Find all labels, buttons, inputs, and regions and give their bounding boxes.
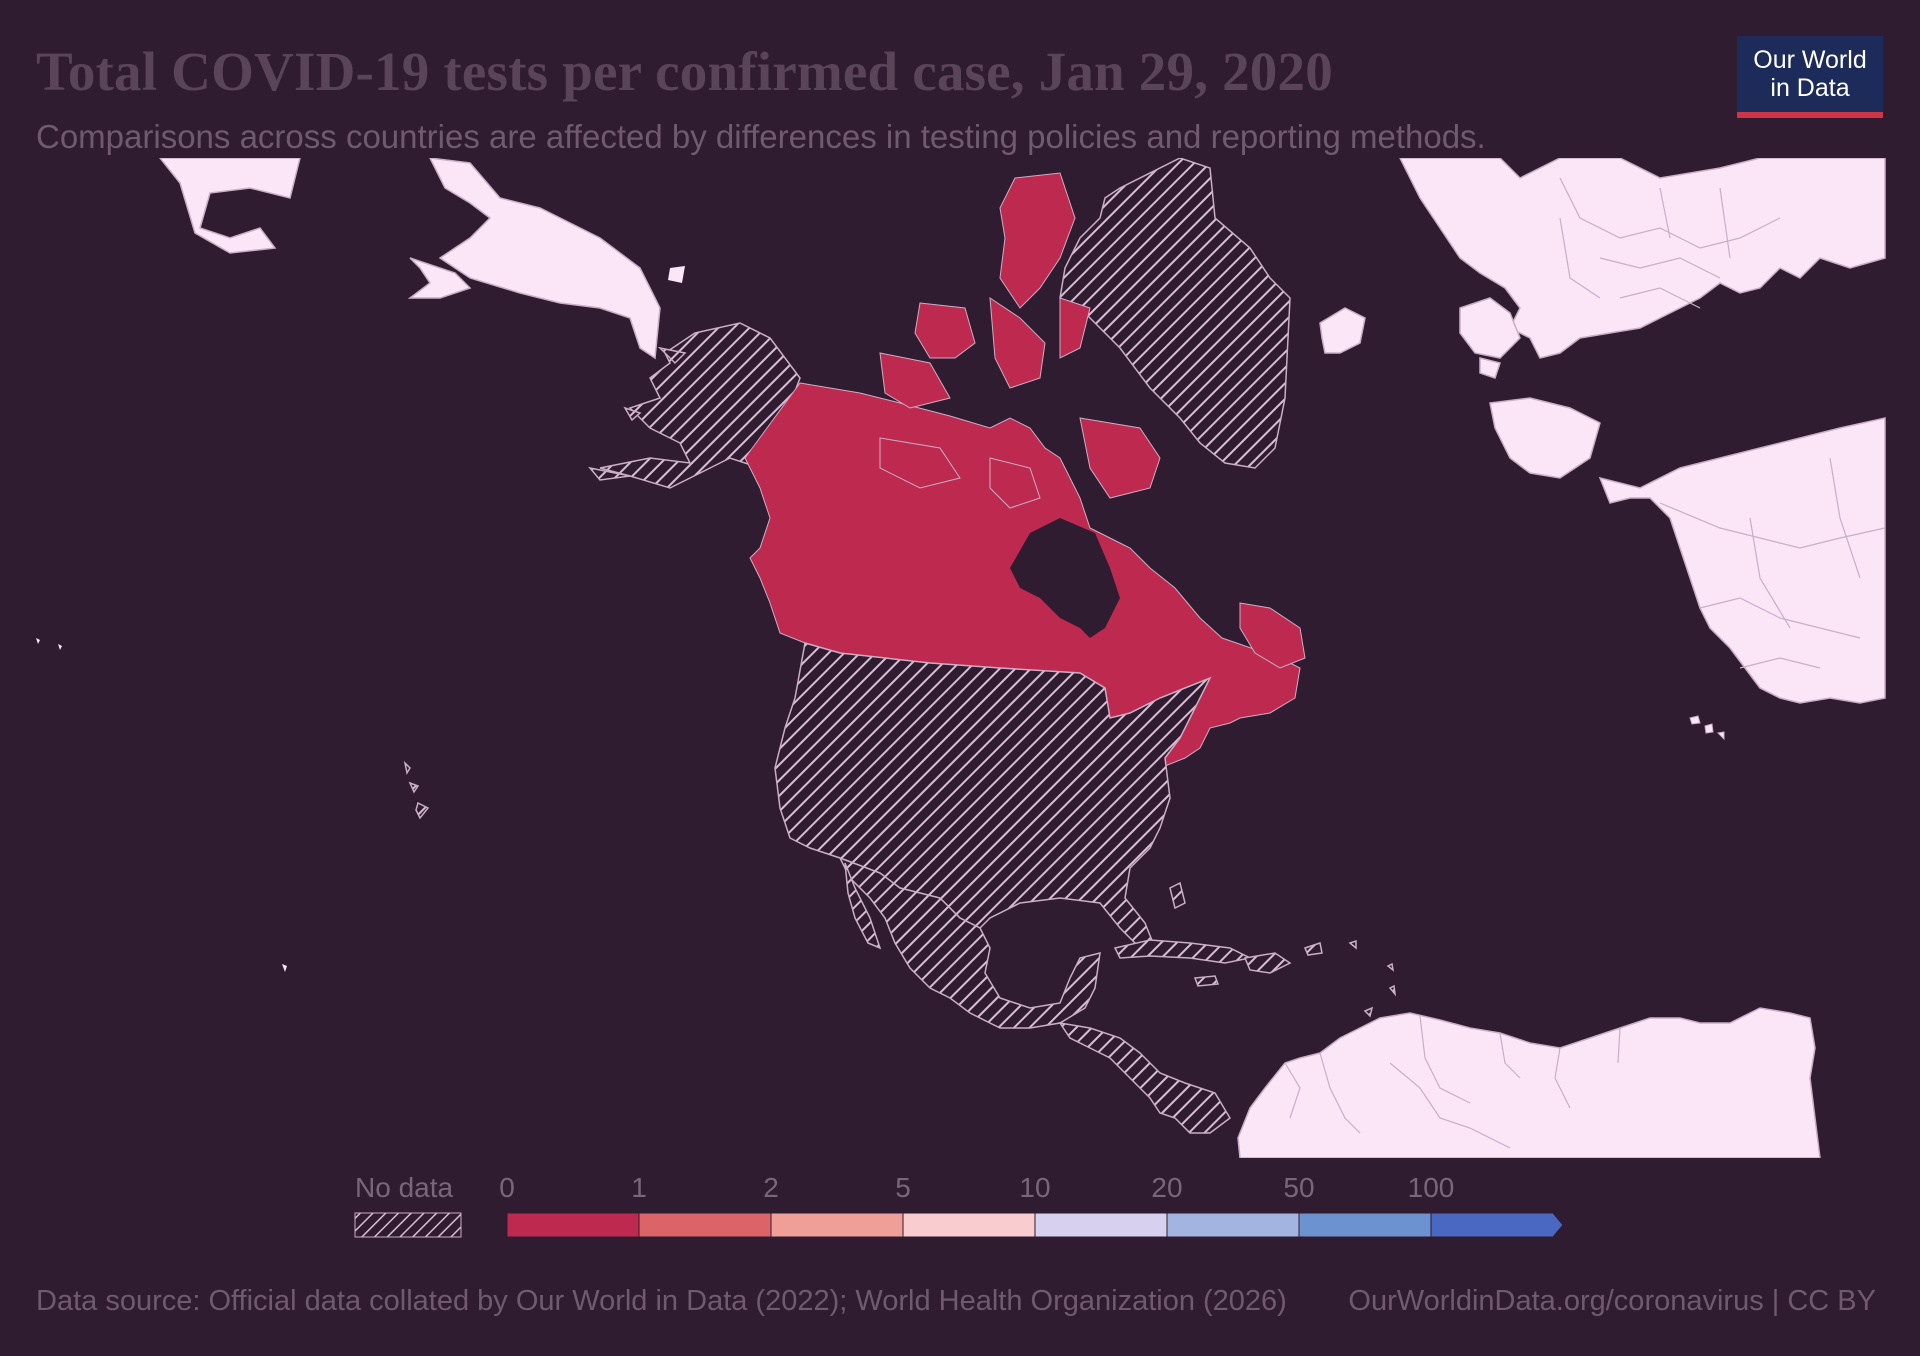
region-newfoundland[interactable] (1239, 602, 1306, 669)
legend-tick-label: 2 (763, 1172, 779, 1203)
legend-tick-label: 10 (1019, 1172, 1050, 1203)
map-legend: No data 0 1 2 5 10 20 50 100 (0, 1165, 1920, 1245)
owid-logo[interactable]: Our World in Data (1737, 36, 1883, 118)
region-arctic-archipelago[interactable] (879, 172, 1161, 509)
legend-bin-2[interactable] (770, 1212, 904, 1238)
region-central-america[interactable] (1058, 1021, 1231, 1134)
legend-tick-label: 1 (631, 1172, 647, 1203)
choropleth-map[interactable] (0, 158, 1920, 1158)
region-kamchatka-tip[interactable] (407, 257, 472, 299)
legend-bins (506, 1212, 1564, 1238)
region-siberia[interactable] (159, 158, 301, 254)
region-europe-north[interactable] (1399, 158, 1886, 359)
legend-no-data-swatch[interactable] (354, 1212, 462, 1238)
region-cuba[interactable] (1113, 939, 1253, 964)
chart-subtitle: Comparisons across countries are affecte… (36, 118, 1486, 155)
logo-line-2: in Data (1770, 74, 1850, 102)
region-chukotka[interactable] (429, 158, 661, 360)
region-south-america-borders (1284, 1015, 1621, 1149)
legend-bin-0[interactable] (506, 1212, 640, 1238)
legend-tick-label: 0 (499, 1172, 515, 1203)
legend-tick-label: 100 (1408, 1172, 1455, 1203)
region-canada[interactable] (744, 382, 1301, 800)
region-hispaniola[interactable] (1243, 952, 1292, 974)
region-iberia[interactable] (1489, 397, 1601, 479)
chart-title: Total COVID-19 tests per confirmed case,… (36, 41, 1333, 102)
region-lesser-antilles[interactable] (1348, 939, 1397, 1018)
region-south-america[interactable] (1237, 1007, 1821, 1158)
region-mexico[interactable] (838, 856, 1101, 1029)
legend-tick-label: 5 (895, 1172, 911, 1203)
region-canary-islands[interactable] (1689, 715, 1725, 741)
legend-bin-5[interactable] (1166, 1212, 1300, 1238)
map-svg (36, 158, 1886, 1158)
region-africa-borders (1659, 457, 1886, 669)
region-uk[interactable] (1459, 297, 1521, 379)
legend-tick-label: 20 (1151, 1172, 1182, 1203)
legend-bin-7[interactable] (1430, 1212, 1564, 1238)
region-iceland[interactable] (1319, 307, 1366, 354)
region-africa[interactable] (1598, 417, 1886, 704)
legend-no-data-label: No data (355, 1172, 453, 1203)
logo-line-1: Our World (1753, 46, 1867, 74)
region-pacific-isle (36, 638, 287, 972)
legend-svg: No data 0 1 2 5 10 20 50 100 (354, 1172, 1564, 1238)
legend-bin-1[interactable] (638, 1212, 772, 1238)
region-baja[interactable] (844, 862, 882, 950)
region-europe-borders (1559, 177, 1781, 309)
region-greenland[interactable] (1059, 158, 1291, 469)
region-bahamas[interactable] (1169, 881, 1323, 956)
region-hudson-bay (1010, 518, 1120, 638)
legend-bin-4[interactable] (1034, 1212, 1168, 1238)
region-hawaii[interactable] (403, 760, 430, 820)
legend-bin-3[interactable] (902, 1212, 1036, 1238)
region-united-states[interactable] (774, 642, 1212, 949)
legend-tick-label: 50 (1283, 1172, 1314, 1203)
region-jamaica[interactable] (1193, 975, 1220, 987)
data-source: Data source: Official data collated by O… (36, 1285, 1287, 1317)
source-url[interactable]: OurWorldinData.org/coronavirus | CC BY (1348, 1285, 1876, 1317)
legend-ticks: 0 1 2 5 10 20 50 100 (499, 1172, 1454, 1203)
legend-bin-6[interactable] (1298, 1212, 1432, 1238)
region-alaska-islands[interactable] (588, 346, 687, 481)
region-wrangel[interactable] (668, 266, 685, 283)
